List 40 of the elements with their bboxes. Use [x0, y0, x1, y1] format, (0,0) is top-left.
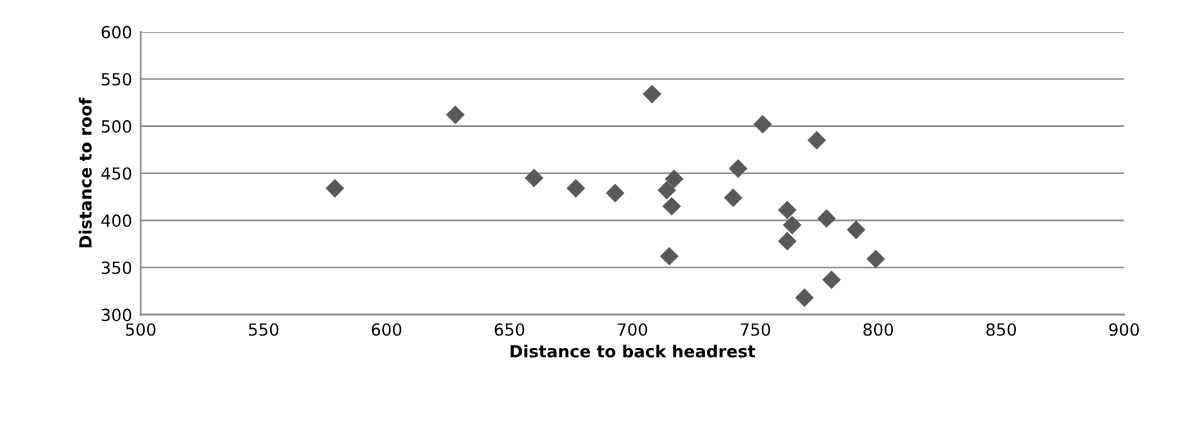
point [723, 188, 743, 208]
point [664, 169, 684, 189]
point [846, 220, 866, 240]
x-tick-label: 900 [1109, 323, 1139, 336]
y-tick-label: 550 [101, 72, 132, 86]
x-tick-label: 650 [494, 323, 525, 336]
point [866, 249, 886, 269]
x-tick-label: 800 [863, 323, 894, 336]
point [446, 105, 465, 125]
x-tick-label: 550 [248, 323, 279, 336]
point [728, 159, 748, 178]
point [657, 180, 677, 200]
point [807, 130, 827, 150]
point [817, 209, 836, 228]
y-tick-label: 300 [101, 308, 132, 322]
point [777, 231, 797, 251]
y-tick-label: 600 [101, 25, 132, 39]
x-tick-label: 700 [617, 323, 648, 336]
point [659, 246, 679, 266]
y-tick-label: 450 [101, 167, 132, 180]
y-axis-title: Distance to roof [78, 97, 92, 248]
x-tick-label: 500 [126, 323, 156, 336]
point [795, 288, 814, 307]
y-tick-label: 400 [101, 214, 132, 227]
point [777, 200, 797, 220]
point [524, 168, 544, 188]
point [782, 215, 802, 235]
point [325, 179, 345, 198]
point [642, 84, 662, 104]
point [662, 196, 682, 216]
point [605, 183, 625, 203]
y-tick-label: 500 [101, 120, 132, 133]
x-tick-label: 600 [371, 323, 402, 336]
x-axis-title: Distance to back headrest [510, 344, 756, 358]
point [822, 270, 841, 290]
x-tick-label: 750 [740, 323, 771, 336]
point [566, 179, 586, 198]
y-tick-label: 350 [101, 261, 132, 275]
point [753, 114, 772, 134]
x-tick-label: 850 [986, 323, 1016, 336]
